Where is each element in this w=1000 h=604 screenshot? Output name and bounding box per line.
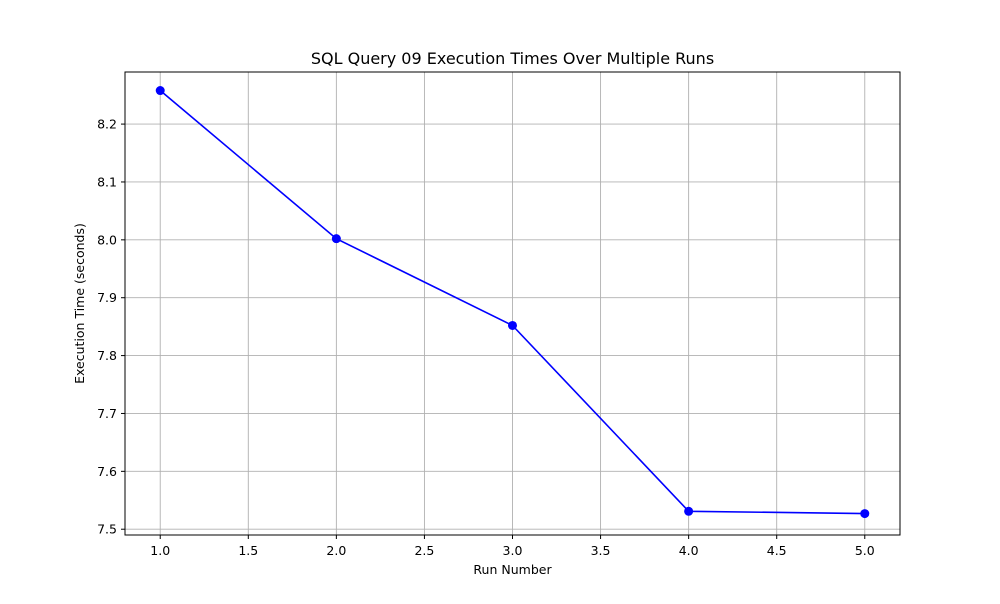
data-point: [860, 509, 870, 519]
x-tick-label: 1.0: [150, 543, 170, 558]
y-tick-label: 8.2: [97, 117, 117, 132]
x-ticks: 1.0 1.5 2.0 2.5 3.0 3.5 4.0 4.5 5.0: [150, 535, 875, 558]
data-point: [155, 86, 165, 96]
x-axis-label: Run Number: [473, 562, 552, 577]
x-tick-label: 5.0: [855, 543, 875, 558]
data-point: [331, 234, 341, 244]
y-tick-label: 7.5: [97, 522, 117, 537]
x-tick-label: 3.5: [591, 543, 611, 558]
x-tick-label: 4.5: [767, 543, 787, 558]
data-point: [508, 320, 517, 330]
x-tick-label: 1.5: [238, 543, 258, 558]
grid-layer: [125, 72, 900, 535]
y-axis-label: Execution Time (seconds): [72, 223, 87, 384]
y-tick-label: 7.8: [97, 348, 117, 363]
data-point: [684, 506, 694, 516]
y-tick-label: 8.1: [97, 174, 117, 189]
y-tick-label: 7.6: [97, 464, 117, 479]
series-layer: [155, 86, 870, 519]
x-tick-label: 4.0: [679, 543, 699, 558]
x-tick-label: 2.0: [326, 543, 346, 558]
y-tick-label: 8.0: [97, 232, 117, 247]
x-tick-label: 3.0: [503, 543, 523, 558]
y-tick-label: 7.9: [97, 290, 117, 305]
y-ticks: 7.5 7.6 7.7 7.8 7.9 8.0 8.1 8.2: [97, 117, 125, 537]
x-tick-label: 2.5: [414, 543, 434, 558]
chart-title: SQL Query 09 Execution Times Over Multip…: [311, 49, 714, 68]
y-tick-label: 7.7: [97, 406, 117, 421]
